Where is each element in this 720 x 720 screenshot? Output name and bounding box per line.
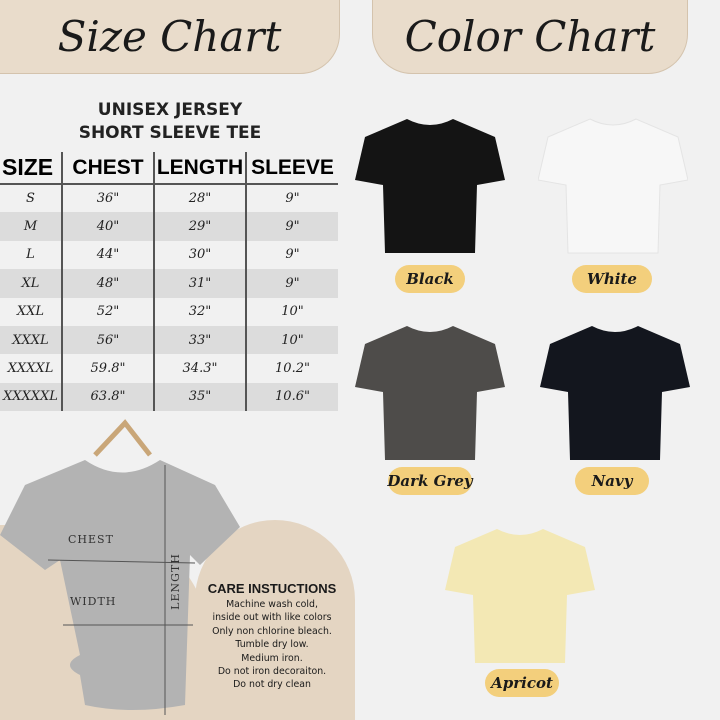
table-cell: 29" [153, 212, 246, 241]
tee-swatch-black[interactable] [355, 115, 505, 255]
color-label: Black [395, 265, 465, 293]
length-label: LENGTH [168, 553, 182, 610]
care-instructions: CARE INSTUCTIONS Machine wash cold, insid… [197, 581, 347, 692]
care-line: Only non chlorine bleach. [212, 625, 332, 637]
tee-swatch-white[interactable] [538, 115, 688, 255]
color-chart-header: Color Chart [372, 0, 688, 74]
table-cell: 56" [61, 325, 154, 355]
table-row: XXXL 56" 33" 10" [0, 325, 338, 355]
color-chart-title: Color Chart [404, 12, 656, 61]
table-cell: 30" [153, 240, 246, 270]
chest-label: CHEST [68, 533, 114, 546]
care-line: Machine wash cold, [226, 599, 318, 610]
column-header: SIZE [0, 152, 62, 185]
table-cell: 33" [153, 325, 246, 355]
table-cell: 28" [153, 184, 246, 213]
table-cell: 44" [61, 240, 154, 270]
care-title: CARE INSTUCTIONS [207, 581, 337, 596]
table-cell: 35" [153, 382, 246, 412]
table-cell: 48" [61, 269, 154, 298]
table-cell: 59.8" [61, 354, 154, 383]
table-cell: 9" [245, 184, 338, 213]
table-row: XXXXL 59.8" 34.3" 10.2" [0, 354, 338, 383]
table-cell: S [26, 191, 35, 207]
table-row: XL 48" 31" 9" [0, 269, 338, 298]
table-cell: 9" [245, 240, 338, 270]
table-cell: 10.2" [245, 354, 338, 383]
color-label: Dark Grey [387, 467, 473, 495]
table-row: L 44" 30" 9" [0, 240, 338, 270]
care-line: Do not iron decoraiton. [217, 666, 327, 678]
table-row: S 36" 28" 9" [0, 184, 338, 213]
table-cell: XXXXXL [0, 382, 62, 412]
measurement-tee-image [0, 419, 240, 715]
table-cell: 52" [61, 297, 154, 326]
table-cell: 9" [245, 269, 338, 298]
color-label: Navy [575, 467, 649, 495]
table-cell: 63.8" [61, 382, 154, 412]
tee-swatch-apricot[interactable] [445, 525, 595, 665]
color-label: Apricot [485, 669, 559, 697]
care-line: Tumble dry low. [235, 639, 309, 651]
table-cell: 31" [153, 269, 246, 298]
table-cell: 10.6" [245, 382, 338, 412]
table-cell: 40" [61, 212, 154, 241]
table-cell: 32" [153, 297, 246, 326]
table-row: XXXXXL 63.8" 35" 10.6" [0, 382, 338, 412]
table-cell: 10" [245, 325, 338, 355]
table-cell: L [26, 247, 35, 263]
size-chart-title: Size Chart [57, 12, 282, 61]
table-cell: XXXL [0, 325, 62, 355]
width-label: WIDTH [70, 595, 117, 608]
size-chart-header: Size Chart [0, 0, 340, 74]
product-title-line1: UNISEX JERSEY [97, 100, 243, 120]
product-title-line2: SHORT SLEEVE TEE [78, 123, 262, 143]
size-table: SIZE CHEST LENGTH SLEEVE S 36" 28" 9" M 40" 29" 9"… [0, 152, 338, 412]
tee-swatch-navy[interactable] [540, 322, 690, 462]
table-cell: 9" [245, 212, 338, 241]
table-cell: M [0, 212, 62, 241]
table-row: M 40" 29" 9" [0, 212, 338, 241]
tee-swatch-dark-grey[interactable] [355, 322, 505, 462]
table-cell: XL [0, 269, 62, 298]
column-header: SLEEVE [245, 152, 338, 185]
table-cell: XXXXL [7, 361, 54, 377]
care-line: Medium iron. [241, 652, 303, 664]
color-label: White [572, 265, 652, 293]
column-header: LENGTH [153, 152, 246, 185]
care-line: Do not dry clean [233, 679, 311, 691]
table-cell: 36" [61, 184, 154, 213]
table-row: XXL 52" 32" 10" [0, 297, 338, 326]
care-line: inside out with like colors [212, 612, 332, 624]
care-background-shape [195, 520, 355, 720]
table-cell: 10" [245, 297, 338, 326]
column-header: CHEST [61, 152, 154, 185]
table-cell: 34.3" [153, 354, 246, 383]
table-cell: XXL [16, 304, 45, 320]
